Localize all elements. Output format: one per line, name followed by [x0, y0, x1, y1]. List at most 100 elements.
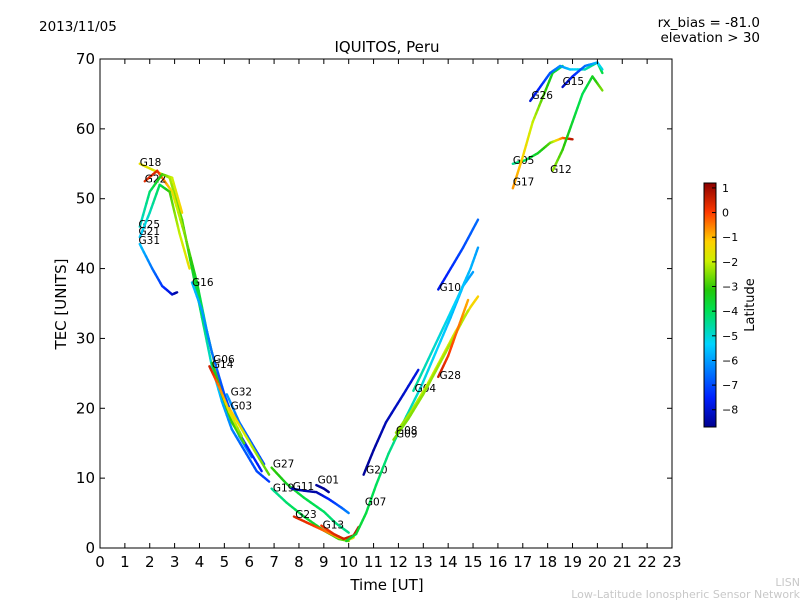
trace-segment — [176, 204, 182, 214]
trace-segment — [193, 273, 199, 284]
x-tick-label: 17 — [513, 553, 532, 571]
trace-segment — [175, 204, 180, 214]
trace-segment — [221, 386, 226, 396]
colorbar-tick-label: −4 — [722, 305, 738, 318]
y-tick-label: 60 — [76, 120, 95, 138]
colorbar-label: Latitude — [743, 278, 758, 332]
x-tick-label: 19 — [563, 553, 582, 571]
trace-segment — [474, 218, 480, 226]
x-tick-label: 23 — [662, 553, 681, 571]
x-tick-label: 9 — [319, 553, 329, 571]
trace-segment — [189, 256, 195, 268]
series-g01: G01 — [315, 475, 340, 494]
trace-segment — [185, 240, 190, 252]
x-tick-label: 6 — [244, 553, 254, 571]
colorbar-tick-label: −1 — [722, 231, 738, 244]
y-tick-label: 70 — [76, 50, 95, 68]
satellite-label: G16 — [192, 277, 214, 289]
trace-segment — [172, 190, 178, 200]
satellite-label: G10 — [439, 282, 461, 294]
y-tick-label: 20 — [76, 399, 95, 417]
plot-data: G18G22G25G21G31G16G06G14G32G03G27G19G11G… — [139, 61, 604, 543]
satellite-label: G17 — [513, 176, 535, 188]
trace-segment — [194, 283, 199, 295]
trace-segment — [170, 190, 176, 200]
series-g07: G07 — [345, 270, 475, 543]
trace-segment — [214, 365, 220, 375]
x-axis-label: Time [UT] — [349, 576, 423, 594]
trace-segment — [210, 351, 216, 361]
satellite-label: G05 — [513, 155, 535, 167]
trace-segment — [192, 275, 197, 287]
trace-segment — [199, 308, 204, 319]
satellite-label: G21 — [139, 226, 161, 238]
trace-segment — [187, 248, 192, 260]
trace-segment — [326, 490, 330, 494]
trace-segment — [464, 309, 470, 317]
trace-segment — [414, 368, 420, 376]
colorbar-tick-label: −6 — [722, 354, 738, 367]
satellite-label: G32 — [231, 387, 253, 399]
trace-segment — [186, 261, 191, 270]
satellite-label: G27 — [273, 459, 295, 471]
colorbar-tick-label: −8 — [722, 404, 738, 417]
satellite-label: G19 — [273, 482, 295, 494]
x-tick-label: 7 — [269, 553, 279, 571]
trace-segment — [265, 469, 271, 476]
chart-title: IQUITOS, Peru — [334, 38, 439, 56]
trace-segment — [248, 452, 253, 459]
x-tick-label: 21 — [613, 553, 632, 571]
x-tick-label: 5 — [220, 553, 230, 571]
trace-segment — [202, 324, 207, 335]
trace-segment — [178, 211, 184, 221]
series-g15: G15 — [561, 61, 604, 89]
trace-segment — [465, 298, 470, 306]
x-tick-label: 18 — [538, 553, 557, 571]
footer-lisn: LISN — [775, 576, 800, 589]
trace-segment — [470, 270, 475, 276]
x-axis-ticks: 0 1 2 3 4 5 6 7 8 9 10 11 12 13 14 15 16 17 18 19 20 21 22 23 — [95, 59, 682, 571]
series-g28: G28 — [437, 298, 470, 382]
colorbar-tick-label: 1 — [722, 182, 729, 195]
series-g27: G27 — [270, 459, 350, 534]
colorbar-ticks: 1 0 −1 −2 −3 −4 −5 −6 −7 −8 — [712, 182, 738, 417]
series-g03: G03 — [228, 401, 271, 476]
trace-segment — [258, 466, 263, 473]
y-tick-label: 30 — [76, 329, 95, 347]
trace-segment — [179, 218, 184, 228]
colorbar — [703, 182, 717, 428]
colorbar-tick-label: 0 — [722, 207, 729, 220]
satellite-label: G15 — [563, 76, 585, 88]
colorbar-tick-label: −7 — [722, 379, 738, 392]
trace-segment — [195, 281, 200, 292]
series-g20: G20 — [362, 368, 420, 476]
y-tick-label: 50 — [76, 190, 95, 208]
x-tick-label: 14 — [439, 553, 458, 571]
x-tick-label: 12 — [389, 553, 408, 571]
trace-segment — [212, 358, 218, 368]
trace-segment — [179, 205, 184, 214]
trace-segment — [177, 211, 182, 221]
x-tick-label: 13 — [414, 553, 433, 571]
satellite-label: G01 — [318, 475, 340, 487]
trace-segment — [200, 316, 205, 327]
colorbar-tick-label: −5 — [722, 330, 738, 343]
trace-segment — [207, 348, 212, 360]
series-g10: G10 — [437, 218, 480, 294]
trace-segment — [345, 529, 350, 534]
satellite-label: G31 — [139, 235, 161, 247]
satellite-label: G28 — [439, 370, 461, 382]
plot-frame — [99, 58, 673, 549]
x-tick-label: 15 — [463, 553, 482, 571]
y-tick-label: 40 — [76, 260, 95, 278]
series-g21: G21 — [139, 183, 191, 270]
satellite-label: G12 — [550, 164, 572, 176]
y-tick-label: 0 — [85, 539, 95, 557]
trace-segment — [346, 510, 350, 515]
x-tick-label: 4 — [195, 553, 205, 571]
series-g17: G17 — [511, 64, 564, 190]
trace-segment — [204, 332, 209, 344]
trace-segment — [190, 267, 195, 278]
rx-bias-label: rx_bias = -81.0 — [658, 15, 760, 31]
